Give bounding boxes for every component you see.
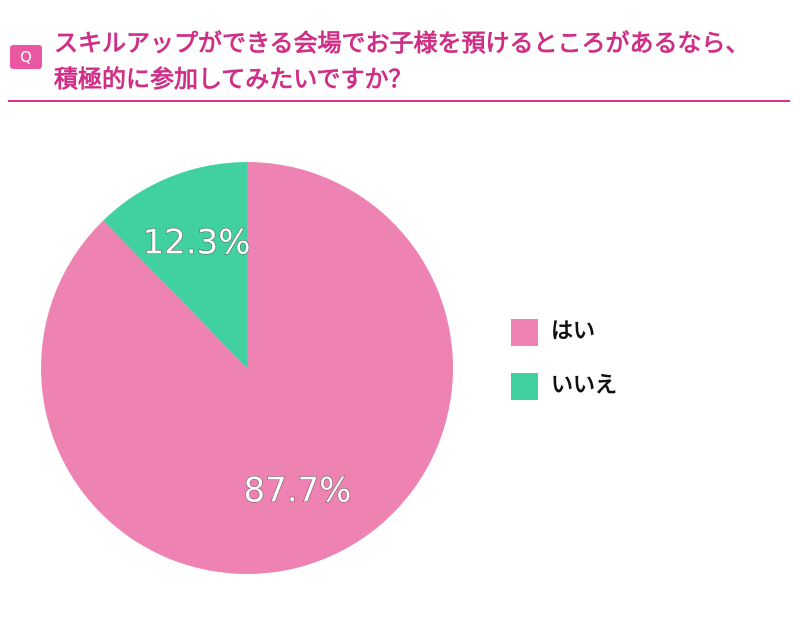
- pie-slice: [103, 162, 248, 368]
- value-label: 12.3%: [143, 222, 251, 262]
- legend-label: いいえ: [551, 373, 617, 398]
- q-badge: [10, 45, 42, 69]
- legend-label: はい: [551, 319, 595, 344]
- legend-swatch: [511, 373, 538, 400]
- legend-swatch: [511, 319, 538, 346]
- value-label: 87.7%: [243, 471, 351, 511]
- pie-slice: [41, 162, 454, 575]
- chart-title: スキルアップができる会場でお子様を預けるところがあるなら、: [54, 29, 750, 57]
- chart-title: 積極的に参加してみたいですか？: [54, 65, 413, 93]
- q-badge-text: Q: [20, 48, 32, 66]
